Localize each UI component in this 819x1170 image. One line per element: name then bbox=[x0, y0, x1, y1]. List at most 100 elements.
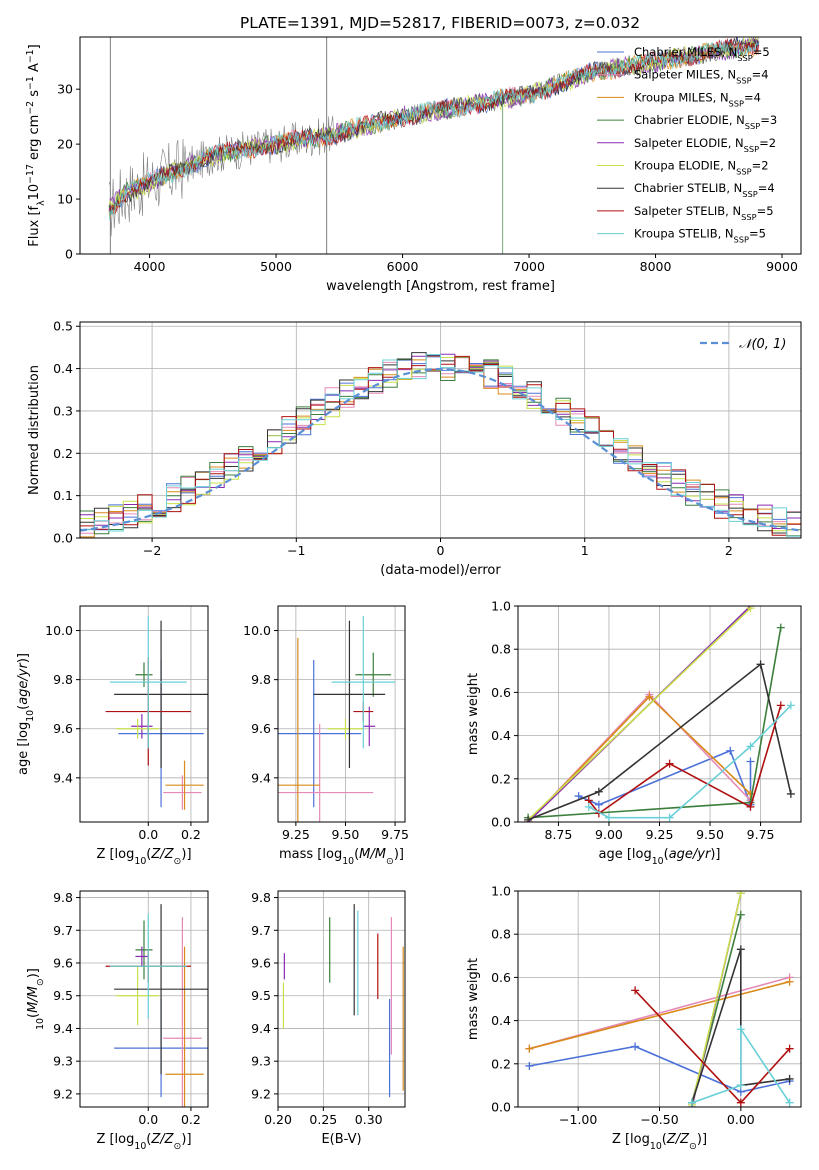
y-tick-label: 9.5 bbox=[251, 988, 271, 1003]
y-tick-label: 0.1 bbox=[53, 488, 73, 503]
weight-marker bbox=[776, 623, 785, 632]
y-tick-label: 10.0 bbox=[243, 623, 271, 638]
y-tick-label: 9.4 bbox=[53, 1021, 73, 1036]
weight-marker bbox=[594, 800, 603, 809]
weight-marker bbox=[736, 1081, 745, 1090]
weight-marker bbox=[574, 792, 583, 801]
x-tick-label: 9.50 bbox=[332, 827, 360, 842]
weight-marker bbox=[524, 815, 533, 822]
weight-marker bbox=[726, 746, 735, 755]
x-tick-label: 1 bbox=[581, 543, 589, 558]
x-tick-label: 0.00 bbox=[727, 1112, 755, 1127]
weight-marker bbox=[746, 606, 755, 613]
x-tick-label: 4000 bbox=[134, 259, 166, 274]
legend-label: Kroupa MILES, NSSP=4 bbox=[634, 90, 761, 108]
panel-mass-vs-EBV: 0.20 0.25 0.30 9.2 9.3 9.4 9.5 9.6 9.7 9.8 E(B-V) bbox=[251, 890, 406, 1147]
legend-label: Kroupa ELODIE, NSSP=2 bbox=[634, 159, 769, 177]
legend-label: Chabrier ELODIE, NSSP=3 bbox=[634, 113, 777, 131]
x-tick-label: 2 bbox=[725, 543, 733, 558]
y-tick-label: 9.7 bbox=[251, 923, 271, 938]
weight-line bbox=[529, 1045, 790, 1093]
weight-marker bbox=[746, 742, 755, 751]
weight-marker bbox=[736, 891, 745, 898]
plot-area bbox=[105, 615, 208, 810]
x-tick-label: 5000 bbox=[260, 259, 292, 274]
y-tick-label: 20 bbox=[57, 137, 73, 152]
model-spectrum-line bbox=[108, 41, 760, 220]
x-tick-label: −1.00 bbox=[559, 1112, 597, 1127]
weight-marker bbox=[785, 977, 794, 986]
weight-marker bbox=[631, 1042, 640, 1051]
y-tick-label: 9.7 bbox=[53, 923, 73, 938]
weight-marker bbox=[786, 701, 795, 710]
plot-area bbox=[524, 606, 795, 822]
x-tick-label: 6000 bbox=[387, 259, 419, 274]
y-tick-label: 9.4 bbox=[251, 770, 271, 785]
weight-line bbox=[691, 893, 742, 1105]
weight-marker bbox=[736, 945, 745, 954]
weight-marker bbox=[645, 692, 654, 701]
x-tick-label: 0.0 bbox=[138, 827, 158, 842]
legend-label: Kroupa STELIB, NSSP=5 bbox=[634, 227, 766, 245]
axes-frame bbox=[277, 890, 406, 1108]
weight-marker bbox=[785, 1044, 794, 1053]
weight-marker bbox=[631, 986, 640, 995]
y-tick-label: 0.6 bbox=[491, 685, 511, 700]
x-tick-label: 0.30 bbox=[355, 1112, 383, 1127]
y-tick-label: 9.3 bbox=[53, 1054, 73, 1069]
plot-area bbox=[282, 904, 404, 1098]
y-tick-label: 9.4 bbox=[251, 1021, 271, 1036]
plot-area bbox=[108, 37, 760, 254]
y-tick-label: 9.6 bbox=[251, 956, 271, 971]
y-tick-label: 9.8 bbox=[53, 672, 73, 687]
weight-marker bbox=[785, 1074, 794, 1083]
x-tick-label: −2 bbox=[143, 543, 161, 558]
y-tick-label: 9.4 bbox=[53, 770, 73, 785]
legend-label: Chabrier MILES, NSSP=5 bbox=[634, 45, 770, 63]
x-tick-label: 9.00 bbox=[595, 827, 623, 842]
y-tick-label: 9.2 bbox=[53, 1086, 73, 1101]
axes-frame bbox=[79, 36, 802, 255]
x-tick-label: 9.50 bbox=[696, 827, 724, 842]
legend-label: 𝒩(0, 1) bbox=[739, 337, 786, 352]
x-tick-label: 7000 bbox=[513, 259, 545, 274]
y-axis-label: mass weight bbox=[466, 958, 481, 1040]
panel-age-vs-mass: 9.25 9.50 9.75 9.4 9.6 9.8 10.0 mass [log10(M/M… bbox=[243, 605, 409, 867]
y-axis-label: age [log10(age/yr)] bbox=[16, 653, 36, 775]
legend-label: Salpeter ELODIE, NSSP=2 bbox=[634, 136, 776, 154]
weight-marker bbox=[584, 802, 593, 811]
x-tick-label: 0.2 bbox=[181, 827, 201, 842]
legend-label: Chabrier STELIB, NSSP=4 bbox=[634, 181, 775, 199]
weight-marker bbox=[786, 789, 795, 798]
y-tick-label: 0.4 bbox=[491, 728, 511, 743]
gaussian-curve bbox=[80, 367, 801, 532]
x-axis-label: (data-model)/error bbox=[380, 563, 501, 578]
weight-line bbox=[527, 662, 792, 821]
y-tick-label: 0 bbox=[65, 247, 73, 262]
weight-marker bbox=[785, 1098, 794, 1107]
weight-marker bbox=[688, 1098, 697, 1107]
weight-marker bbox=[604, 813, 613, 822]
weight-marker bbox=[756, 660, 765, 669]
axes-frame bbox=[79, 605, 209, 823]
x-tick-label: 0.25 bbox=[309, 1112, 337, 1127]
weight-line bbox=[527, 607, 752, 821]
y-tick-label: 9.8 bbox=[53, 890, 73, 905]
weight-marker bbox=[736, 1098, 745, 1107]
weight-marker bbox=[525, 1044, 534, 1053]
x-axis-label: Z [log10(Z/Z⊙)] bbox=[96, 1132, 191, 1152]
y-tick-label: 0.2 bbox=[53, 446, 73, 461]
axes-frame bbox=[79, 890, 209, 1108]
weight-marker bbox=[665, 813, 674, 822]
weight-line bbox=[691, 1026, 791, 1104]
y-tick-label: 0.0 bbox=[53, 531, 73, 546]
y-tick-label: 30 bbox=[57, 82, 73, 97]
x-axis-label: age [log10(age/yr)] bbox=[598, 847, 720, 867]
y-tick-label: 0.8 bbox=[491, 642, 511, 657]
x-tick-label: 0 bbox=[437, 543, 445, 558]
chart-title: PLATE=1391, MJD=52817, FIBERID=0073, z=0… bbox=[240, 14, 640, 32]
y-tick-label: 1.0 bbox=[491, 884, 511, 899]
weight-line bbox=[691, 949, 790, 1103]
y-tick-label: 0.0 bbox=[491, 1100, 511, 1115]
x-tick-label: −0.50 bbox=[640, 1112, 678, 1127]
